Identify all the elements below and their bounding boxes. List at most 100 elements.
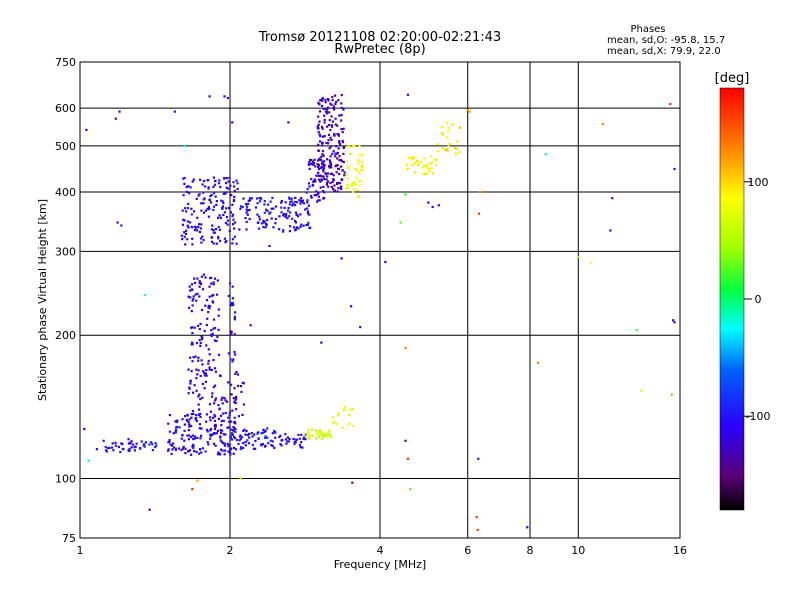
data-point: [208, 198, 211, 201]
data-point: [219, 414, 223, 417]
data-point: [200, 209, 203, 212]
data-point: [317, 149, 320, 152]
y-tick-label: 750: [55, 56, 76, 69]
data-point: [187, 368, 190, 371]
data-point: [207, 311, 210, 314]
data-point: [270, 217, 273, 220]
data-point: [307, 182, 311, 185]
data-point: [234, 311, 237, 314]
data-point: [151, 449, 154, 452]
colorbar-label: [deg]: [715, 71, 750, 86]
data-point: [198, 427, 201, 430]
data-point: [114, 117, 117, 120]
data-point: [269, 439, 272, 442]
data-point: [196, 436, 199, 439]
data-point: [250, 432, 253, 435]
data-point: [317, 168, 321, 171]
data-point: [299, 202, 302, 205]
data-point: [313, 194, 316, 197]
data-point: [234, 428, 237, 431]
data-point: [445, 148, 448, 151]
data-point: [166, 449, 170, 452]
data-point: [114, 441, 117, 444]
y-tick-label: 300: [55, 245, 76, 258]
data-point: [341, 141, 345, 144]
data-point: [258, 218, 261, 221]
data-point: [231, 297, 234, 300]
data-point: [419, 161, 422, 164]
data-point: [192, 356, 195, 359]
data-point: [321, 127, 324, 130]
data-point: [278, 436, 281, 439]
y-tick-label: 500: [55, 140, 76, 153]
data-point: [234, 372, 237, 375]
data-point: [182, 194, 185, 197]
data-point: [227, 450, 230, 453]
data-point: [185, 229, 188, 232]
data-point: [318, 178, 321, 181]
data-point: [412, 155, 415, 158]
data-point: [361, 169, 364, 172]
data-point: [195, 342, 199, 345]
data-point: [228, 282, 232, 285]
data-point: [226, 442, 229, 445]
data-point: [322, 185, 325, 188]
data-point: [298, 437, 301, 440]
data-point: [186, 413, 189, 416]
data-point: [323, 191, 326, 194]
data-point: [673, 167, 676, 171]
data-point: [229, 437, 232, 440]
data-point: [239, 437, 242, 441]
data-point: [198, 193, 201, 196]
colorbar-tick-label: -100: [746, 410, 771, 423]
data-point: [204, 450, 207, 453]
data-point: [317, 165, 320, 168]
data-point: [305, 224, 308, 227]
data-point: [325, 178, 328, 181]
data-point: [307, 435, 310, 438]
data-point: [175, 420, 178, 424]
phases-header: Phases: [630, 24, 665, 35]
data-point: [310, 177, 313, 181]
data-point: [425, 172, 428, 175]
data-point: [204, 185, 207, 188]
data-point: [310, 159, 313, 162]
data-point: [244, 203, 247, 206]
data-point: [205, 369, 208, 372]
data-point: [219, 216, 222, 219]
data-point: [331, 416, 334, 419]
data-point: [611, 197, 614, 200]
data-point: [191, 360, 194, 363]
data-point: [200, 223, 203, 226]
data-point: [106, 447, 109, 450]
data-point: [194, 281, 197, 284]
data-point: [323, 114, 326, 117]
data-point: [306, 223, 309, 226]
data-point: [225, 240, 228, 243]
data-point: [212, 358, 215, 362]
data-point: [331, 120, 334, 123]
data-point: [284, 433, 287, 436]
data-point: [186, 238, 189, 241]
data-point: [328, 159, 331, 162]
data-point: [357, 194, 360, 197]
data-point: [193, 435, 197, 438]
data-point: [184, 452, 187, 455]
data-point: [322, 167, 326, 170]
data-point: [237, 415, 240, 418]
data-point: [352, 182, 355, 185]
data-point: [291, 217, 294, 220]
data-point: [212, 318, 216, 321]
data-point: [217, 237, 220, 240]
data-point: [327, 124, 331, 127]
data-point: [252, 447, 255, 450]
data-point: [212, 205, 216, 208]
data-point: [526, 526, 529, 529]
data-point: [262, 225, 265, 229]
data-point: [198, 285, 201, 288]
data-point: [229, 211, 232, 214]
data-point: [199, 227, 202, 230]
data-point: [536, 361, 540, 364]
data-point: [286, 209, 290, 212]
data-point: [224, 411, 227, 415]
